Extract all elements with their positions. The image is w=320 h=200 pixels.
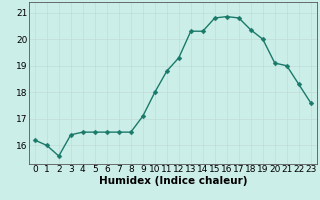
X-axis label: Humidex (Indice chaleur): Humidex (Indice chaleur): [99, 176, 247, 186]
